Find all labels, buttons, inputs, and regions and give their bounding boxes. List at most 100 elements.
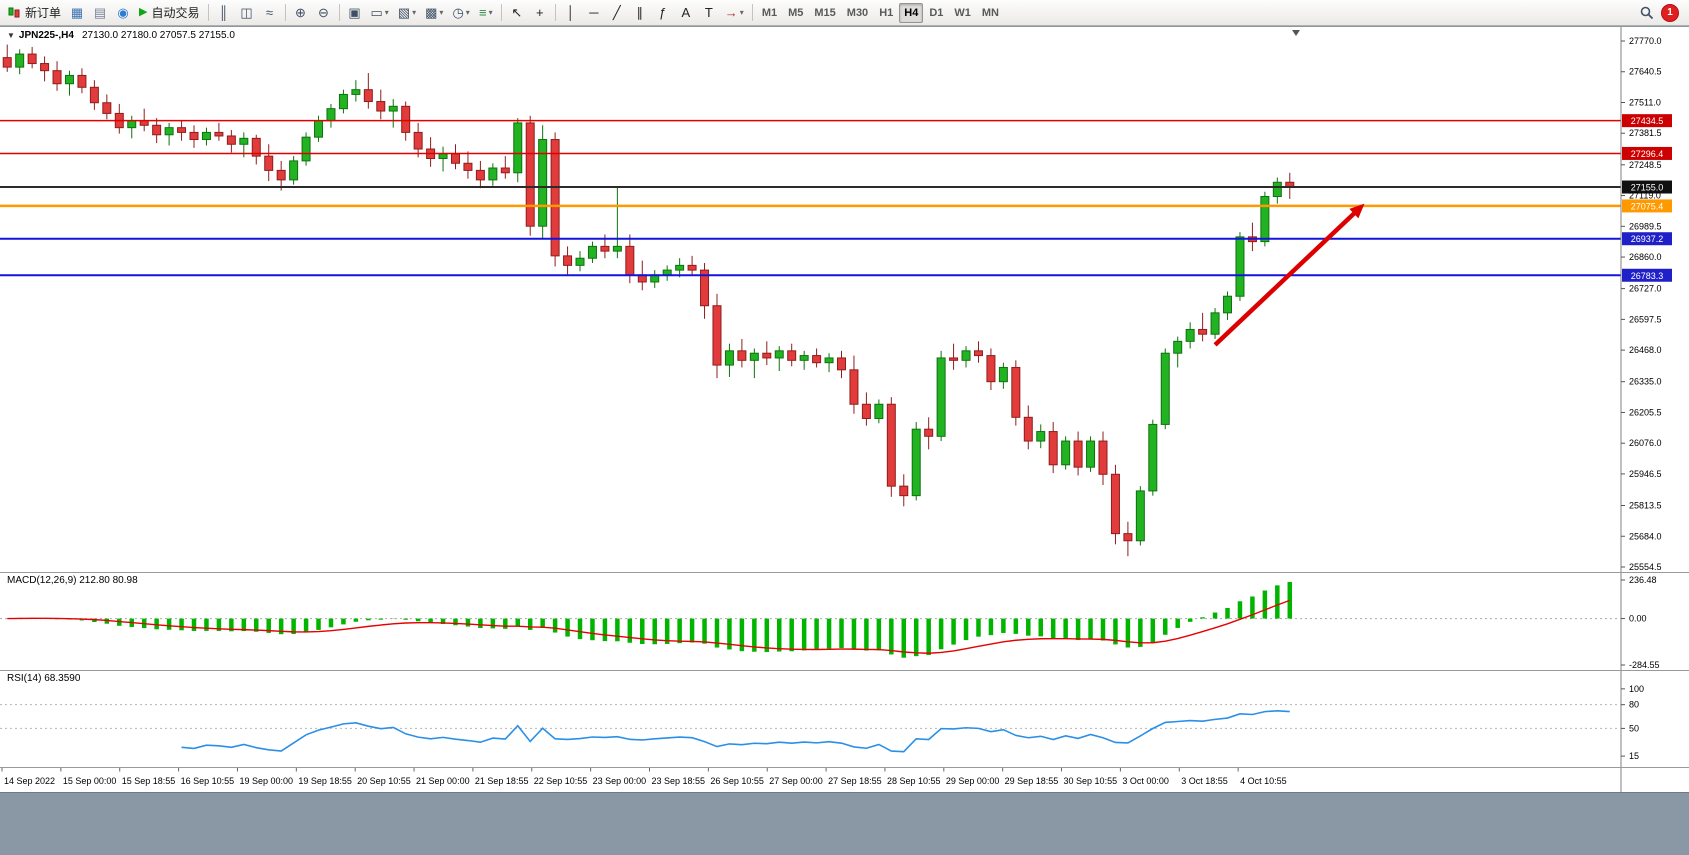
timeframe-D1[interactable]: D1 bbox=[924, 3, 948, 23]
notification-badge[interactable]: 1 bbox=[1661, 3, 1679, 22]
price-badge-label: 27296.4 bbox=[1631, 149, 1664, 159]
clock-button[interactable]: ◷ ▾ bbox=[448, 3, 473, 23]
price-scale[interactable]: 27770.0 27640.5 27511.0 27381.5 27248.5 27119… bbox=[1620, 27, 1662, 792]
search-button[interactable] bbox=[1636, 3, 1658, 23]
collapse-chart-icon[interactable]: ▼ bbox=[7, 31, 15, 40]
time-axis[interactable]: 14 Sep 2022 15 Sep 00:00 15 Sep 18:55 16 Se… bbox=[1, 767, 1287, 787]
fibonacci-button[interactable]: ƒ bbox=[652, 3, 674, 23]
price-badge bbox=[1622, 268, 1672, 282]
candle-body bbox=[251, 137, 261, 157]
toolbar-separator bbox=[500, 4, 502, 21]
tile-windows-button[interactable]: ▣ bbox=[344, 3, 366, 23]
candle-body bbox=[351, 89, 361, 95]
price-axis-label: 25554.5 bbox=[1629, 562, 1662, 572]
candle-body bbox=[600, 245, 610, 252]
macd-pane: 236.48 0.00 -284.55 bbox=[0, 575, 1660, 670]
arrows-button[interactable]: → ▾ bbox=[721, 3, 748, 23]
channel-button[interactable]: ∥ bbox=[629, 3, 651, 23]
rsi-indicator-label: RSI(14) 68.3590 bbox=[7, 673, 81, 684]
vertical-line-button[interactable]: │ bbox=[560, 3, 582, 23]
toolbar-separator bbox=[751, 4, 753, 21]
new-order-button[interactable]: 新订单 bbox=[4, 3, 65, 23]
auto-trading-button[interactable]: ▶ 自动交易 bbox=[135, 3, 203, 23]
candle-body bbox=[413, 131, 423, 150]
price-badge-label: 27155.0 bbox=[1631, 183, 1664, 193]
price-axis-label: 26860.0 bbox=[1629, 252, 1662, 262]
rsi-axis-label: 15 bbox=[1629, 751, 1639, 761]
line-chart-button[interactable]: ≈ bbox=[259, 3, 281, 23]
candle-body bbox=[1098, 440, 1108, 475]
time-axis-label: 16 Sep 10:55 bbox=[181, 776, 235, 786]
candle-body bbox=[289, 160, 299, 181]
candle-body bbox=[438, 153, 448, 160]
candle-body bbox=[239, 137, 249, 145]
candle-body bbox=[338, 93, 348, 110]
timeframe-W1[interactable]: W1 bbox=[949, 3, 976, 23]
candle-body bbox=[737, 350, 747, 361]
zoom-out-button[interactable]: ⊖ bbox=[313, 3, 335, 23]
toolbar-separator bbox=[284, 4, 286, 21]
trendline-button[interactable]: ╱ bbox=[606, 3, 628, 23]
time-axis-label: 19 Sep 00:00 bbox=[239, 776, 293, 786]
candle-body bbox=[1110, 473, 1120, 535]
toolbar-separator bbox=[338, 4, 340, 21]
candle-body bbox=[201, 131, 211, 141]
candle-body bbox=[127, 120, 137, 129]
candlestick-chart-button[interactable]: ◫ bbox=[236, 3, 258, 23]
new-chart-button[interactable]: ▩ ▾ bbox=[421, 3, 447, 23]
timeframe-M1[interactable]: M1 bbox=[757, 3, 782, 23]
candle-body bbox=[1198, 328, 1208, 335]
new-order-label: 新订单 bbox=[25, 6, 62, 20]
candle-body bbox=[376, 101, 386, 112]
community-button[interactable]: ◉ bbox=[112, 3, 134, 23]
auto-trading-play-icon: ▶ bbox=[139, 6, 148, 18]
candle-body bbox=[886, 403, 896, 487]
rsi-axis-label: 80 bbox=[1629, 700, 1639, 710]
timeframe-H1[interactable]: H1 bbox=[874, 3, 898, 23]
zoom-in-button[interactable]: ⊕ bbox=[290, 3, 312, 23]
trend-arrow-head bbox=[1349, 203, 1365, 219]
candle-body bbox=[401, 105, 411, 133]
candle-body bbox=[488, 167, 498, 181]
charts-grid-button[interactable]: ▦ bbox=[66, 3, 88, 23]
new-order-icon bbox=[8, 6, 21, 19]
time-axis-label: 30 Sep 10:55 bbox=[1064, 776, 1118, 786]
crosshair-button[interactable]: + bbox=[529, 3, 551, 23]
timeframe-M30[interactable]: M30 bbox=[842, 3, 873, 23]
cursor-icon: ↖ bbox=[511, 5, 523, 20]
label-button[interactable]: T bbox=[698, 3, 720, 23]
time-axis-label: 3 Oct 18:55 bbox=[1181, 776, 1228, 786]
time-axis-label: 26 Sep 10:55 bbox=[710, 776, 764, 786]
timeframe-H4[interactable]: H4 bbox=[899, 2, 924, 23]
chart-canvas[interactable]: 27434.5 27296.4 27155.0 27075.4 26937.2 26783… bbox=[0, 27, 1689, 792]
timeframe-M5[interactable]: M5 bbox=[783, 3, 808, 23]
macd-signal-line bbox=[7, 599, 1291, 654]
timeframe-M15[interactable]: M15 bbox=[809, 3, 840, 23]
data-window-button[interactable]: ▭ ▾ bbox=[367, 3, 393, 23]
time-axis-label: 4 Oct 10:55 bbox=[1240, 776, 1287, 786]
cursor-button[interactable]: ↖ bbox=[506, 3, 528, 23]
price-axis-label: 26468.0 bbox=[1629, 345, 1662, 355]
price-axis-label: 27640.5 bbox=[1629, 67, 1662, 77]
candle-body bbox=[973, 350, 983, 357]
horizontal-line-button[interactable]: ─ bbox=[583, 3, 605, 23]
candle-body bbox=[837, 357, 847, 371]
candle-body bbox=[612, 245, 622, 252]
candle-body bbox=[40, 63, 50, 72]
timeframe-MN[interactable]: MN bbox=[977, 3, 1004, 23]
bar-chart-button[interactable]: ║ bbox=[213, 3, 235, 23]
time-axis-label: 22 Sep 10:55 bbox=[534, 776, 588, 786]
auto-trading-label: 自动交易 bbox=[151, 6, 200, 20]
trend-arrow[interactable] bbox=[1213, 207, 1361, 347]
time-axis-label: 27 Sep 18:55 bbox=[828, 776, 882, 786]
text-button[interactable]: A bbox=[675, 3, 697, 23]
crosshair-icon: + bbox=[536, 5, 544, 20]
candle-body bbox=[1160, 352, 1170, 425]
profiles-button[interactable]: ▤ bbox=[89, 3, 111, 23]
navigator-button[interactable]: ▧ ▾ bbox=[394, 3, 420, 23]
candle-body bbox=[189, 131, 199, 141]
indicators-button[interactable]: ≡ ▾ bbox=[475, 3, 497, 23]
candle-body bbox=[1123, 533, 1133, 542]
search-icon bbox=[1640, 6, 1654, 20]
time-axis-label: 21 Sep 18:55 bbox=[475, 776, 529, 786]
